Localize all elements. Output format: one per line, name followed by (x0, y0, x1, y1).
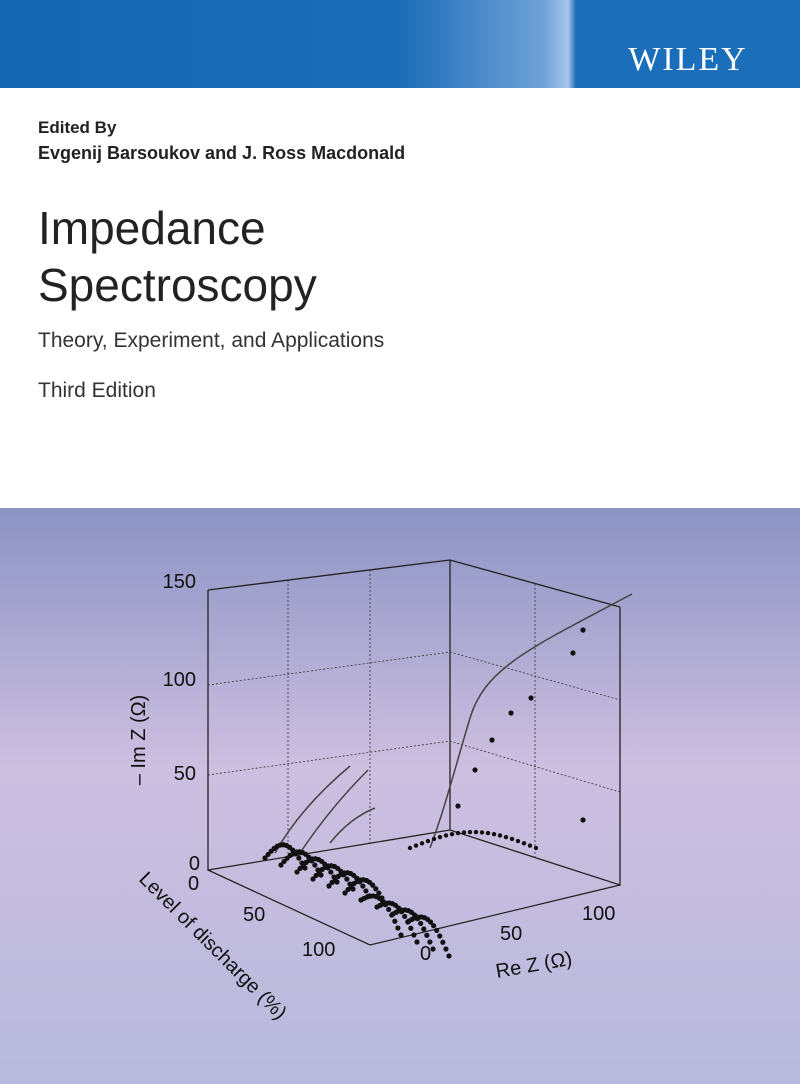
dot (508, 710, 514, 716)
dot (296, 855, 302, 861)
dot (414, 939, 420, 945)
plot-box (207, 559, 621, 946)
dot (373, 886, 379, 892)
dot (473, 829, 479, 835)
dot (278, 862, 284, 868)
dot (489, 737, 495, 743)
background (0, 508, 800, 1084)
dot (527, 843, 533, 848)
dot (515, 838, 521, 844)
dot (395, 925, 401, 931)
dot (411, 932, 417, 938)
dot (342, 890, 348, 896)
dot (443, 946, 449, 952)
z-tick-label: 100 (163, 669, 196, 691)
dot (503, 834, 509, 840)
edition: Third Edition (38, 379, 156, 402)
dot (344, 876, 350, 882)
dot (443, 833, 449, 838)
dot (424, 932, 430, 938)
dot (431, 836, 437, 842)
cover-figure: 150 100 50 0 – Im Z (Ω) 0 50 100 Level o… (0, 508, 800, 1084)
dot (570, 650, 576, 656)
dot (297, 865, 303, 872)
dot (446, 953, 452, 959)
z-axis-label: – Im Z (Ω) (128, 695, 150, 786)
dot (418, 920, 424, 927)
dot (427, 919, 434, 925)
dot (509, 836, 515, 842)
dot (437, 834, 443, 840)
dot (313, 872, 319, 879)
dot (449, 831, 455, 837)
dot (402, 913, 408, 920)
y-tick-label: 100 (302, 939, 335, 961)
dot (485, 830, 491, 836)
dot (580, 817, 586, 823)
dot (467, 829, 473, 835)
dot (345, 886, 351, 893)
dot (491, 831, 497, 837)
dot (392, 918, 398, 924)
editors-label: Edited By (38, 118, 117, 137)
dot (262, 855, 268, 861)
dot (360, 883, 366, 889)
dot (281, 858, 287, 865)
dot (461, 830, 467, 835)
dot (479, 830, 485, 835)
grid (207, 570, 621, 858)
dot (310, 876, 316, 882)
z-tick-label: 0 (189, 853, 200, 875)
subtitle: Theory, Experiment, and Applications (38, 329, 385, 352)
dot (329, 879, 335, 886)
dot (533, 845, 539, 851)
editors: Evgenij Barsoukov and J. Ross Macdonald (38, 143, 406, 163)
dot (521, 841, 527, 846)
dot (427, 939, 433, 945)
x-tick-label: 50 (500, 923, 522, 945)
dot (455, 830, 461, 836)
dot (407, 845, 413, 851)
dot (370, 882, 376, 888)
dot (421, 926, 427, 932)
dot (528, 695, 534, 701)
dot (312, 862, 318, 868)
title: Impedance (38, 202, 266, 254)
y-tick-label: 0 (188, 873, 199, 895)
dot (363, 888, 369, 894)
title: Spectroscopy (38, 259, 317, 311)
dot (326, 883, 332, 889)
dot (408, 925, 414, 931)
dot (440, 939, 446, 945)
x-tick-label: 100 (582, 903, 615, 925)
dot (580, 627, 586, 633)
dot (472, 767, 478, 773)
dot (434, 927, 440, 934)
dot (328, 869, 334, 875)
dot (265, 851, 271, 858)
dot (398, 932, 404, 938)
dot (455, 803, 461, 809)
data-dots (262, 627, 586, 959)
dot (425, 838, 431, 844)
dot (294, 869, 300, 875)
z-tick-label: 50 (174, 763, 196, 785)
dot (431, 923, 437, 929)
dot (386, 906, 392, 913)
dot (413, 843, 419, 848)
dot (437, 933, 443, 939)
z-tick-label: 150 (163, 571, 196, 593)
publisher-logo: WILEY (576, 0, 800, 88)
y-tick-label: 50 (243, 904, 265, 926)
dot (419, 841, 425, 846)
dot (497, 833, 503, 838)
dot (430, 946, 436, 952)
x-tick-label: 0 (420, 943, 431, 965)
